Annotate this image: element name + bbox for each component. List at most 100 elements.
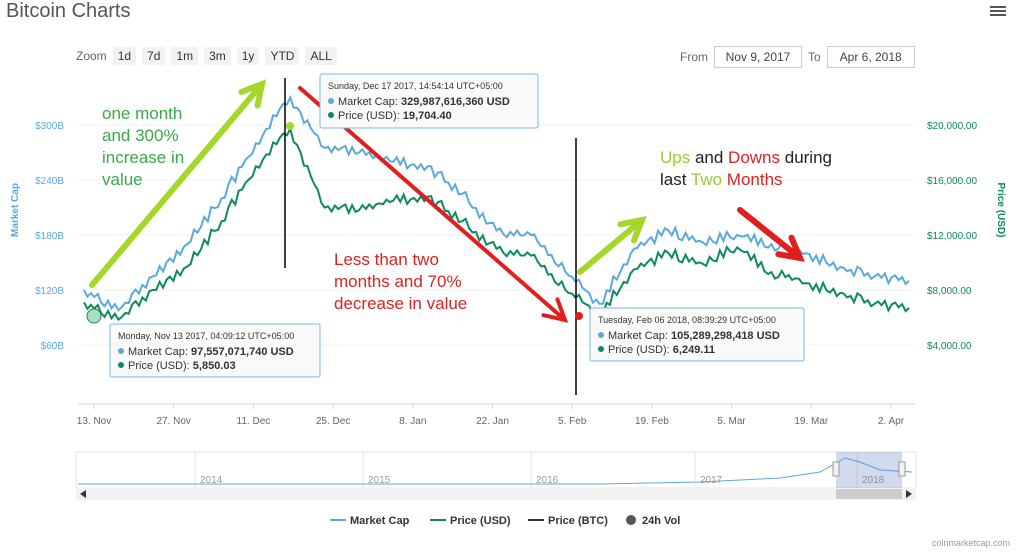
- annotation-increase-text: and 300%: [102, 126, 179, 145]
- zoom-1d-button[interactable]: 1d: [112, 47, 137, 65]
- legend-label: Price (USD): [450, 515, 511, 527]
- annotation-increase-text: one month: [102, 104, 182, 123]
- scroll-right-icon[interactable]: [906, 490, 912, 498]
- ups-arrow-head: [617, 215, 647, 244]
- navigator-year-label: 2015: [368, 475, 391, 486]
- tooltip-price: Price (USD): 6,249.11: [608, 344, 715, 356]
- y-right-tick-label: $16,000.00: [927, 176, 977, 187]
- from-date-input[interactable]: [714, 46, 802, 68]
- market-cap-dot: [598, 332, 604, 338]
- annotation-increase-text: increase in: [102, 148, 184, 167]
- zoom-ytd-button[interactable]: YTD: [265, 47, 300, 65]
- hover-point: [286, 122, 294, 130]
- annotation-two-months-text-part: Months: [722, 170, 782, 189]
- navigator-scrollbar-thumb[interactable]: [836, 489, 902, 499]
- legend-label: Market Cap: [350, 515, 410, 527]
- legend-item[interactable]: Market Cap: [330, 515, 410, 527]
- annotation-two-months-text-part: last: [660, 170, 691, 189]
- hamburger-menu-icon[interactable]: [990, 4, 1006, 18]
- tooltip-date: Monday, Nov 13 2017, 04:09:12 UTC+05:00: [118, 331, 294, 341]
- x-tick-label: 11. Dec: [237, 416, 271, 427]
- to-label: To: [808, 50, 821, 64]
- x-tick-label: 25. Dec: [316, 416, 350, 427]
- tooltip-price: Price (USD): 5,850.03: [128, 360, 236, 372]
- zoom-label: Zoom: [76, 49, 107, 63]
- hover-point: [86, 308, 102, 324]
- tooltip-mcap-value: 329,987,616,360 USD: [401, 96, 510, 108]
- from-label: From: [680, 50, 708, 64]
- ups-arrow: [577, 217, 645, 275]
- tooltip-mcap-value: 105,289,298,418 USD: [671, 330, 780, 342]
- navigator-year-label: 2017: [700, 475, 723, 486]
- navigator-scrollbar[interactable]: [76, 488, 916, 500]
- scroll-left-icon[interactable]: [80, 490, 86, 498]
- tooltip-price-value: 5,850.03: [193, 360, 236, 372]
- navigator-right-handle[interactable]: [898, 461, 906, 477]
- legend-swatch: [626, 515, 636, 525]
- y-left-tick-label: $180B: [35, 231, 64, 242]
- tooltip-mcap-value: 97,557,071,740 USD: [191, 346, 294, 358]
- price-dot: [598, 346, 604, 352]
- y-right-tick-label: $20,000.00: [927, 121, 977, 132]
- x-tick-label: 13. Nov: [77, 416, 111, 427]
- navigator-left-handle[interactable]: [832, 461, 840, 477]
- zoom-bar: Zoom 1d 7d 1m 3m 1y YTD ALL: [76, 47, 337, 65]
- x-tick-label: 8. Jan: [399, 416, 426, 427]
- annotation-ups-downs-text-part: Ups: [660, 148, 690, 167]
- market-cap-dot: [118, 348, 124, 354]
- legend-item[interactable]: Price (USD): [430, 515, 511, 527]
- tooltip-mcap: Market Cap: 105,289,298,418 USD: [608, 330, 780, 342]
- legend-item[interactable]: 24h Vol: [626, 515, 680, 527]
- x-tick-label: 19. Mar: [794, 416, 829, 427]
- x-tick-label: 22. Jan: [476, 416, 509, 427]
- downs-arrow-head: [775, 234, 805, 262]
- x-tick-label: 27. Nov: [156, 416, 190, 427]
- y-right-tick-label: $4,000.00: [927, 341, 972, 352]
- x-tick-label: 2. Apr: [878, 416, 905, 427]
- tooltip-price-value: 19,704.40: [403, 110, 452, 122]
- tooltip-mcap: Market Cap: 329,987,616,360 USD: [338, 96, 510, 108]
- to-date-input[interactable]: [826, 46, 915, 68]
- y-left-tick-label: $240B: [35, 176, 64, 187]
- y-right-tick-label: $8,000.00: [927, 286, 972, 297]
- tooltip-box: [589, 307, 805, 362]
- x-tick-label: 19. Feb: [635, 416, 669, 427]
- price-usd-line: [83, 126, 910, 322]
- navigator-line: [78, 457, 913, 485]
- annotation-ups-downs-text-part: and: [690, 148, 728, 167]
- zoom-1m-button[interactable]: 1m: [171, 47, 199, 65]
- tooltip-mcap: Market Cap: 97,557,071,740 USD: [128, 346, 294, 358]
- market-cap-line: [83, 94, 910, 312]
- page-title: Bitcoin Charts: [6, 0, 131, 22]
- y-right-axis-title: Price (USD): [995, 182, 1006, 237]
- navigator-year-label: 2016: [536, 475, 559, 486]
- x-tick-label: 5. Mar: [717, 416, 746, 427]
- tooltip-price: Price (USD): 19,704.40: [338, 110, 452, 122]
- zoom-1y-button[interactable]: 1y: [236, 47, 260, 65]
- increase-arrow: [89, 81, 265, 288]
- price-dot: [118, 362, 124, 368]
- tooltip: Sunday, Dec 17 2017, 14:54:14 UTC+05:00 M…: [319, 73, 539, 129]
- annotation-ups-downs-text-part: Downs: [728, 148, 780, 167]
- zoom-7d-button[interactable]: 7d: [142, 47, 166, 65]
- navigator-window[interactable]: [836, 452, 902, 488]
- y-left-tick-label: $60B: [41, 341, 65, 352]
- tooltip: Tuesday, Feb 06 2018, 08:39:29 UTC+05:00…: [589, 307, 805, 362]
- zoom-3m-button[interactable]: 3m: [204, 47, 231, 65]
- tooltip-price-value: 6,249.11: [673, 344, 715, 356]
- tooltip-box: [319, 73, 539, 129]
- hover-point: [575, 312, 583, 320]
- annotation-increase-text: value: [102, 170, 143, 189]
- market-cap-dot: [328, 98, 334, 104]
- navigator-frame: [75, 451, 917, 489]
- zoom-all-button[interactable]: ALL: [305, 47, 337, 65]
- annotation-two-months-text: last Two Months: [660, 170, 783, 189]
- increase-arrow-head: [238, 79, 267, 109]
- tooltip-box: [109, 323, 321, 378]
- tooltip-date: Tuesday, Feb 06 2018, 08:39:29 UTC+05:00: [598, 315, 776, 325]
- y-right-tick-label: $12,000.00: [927, 231, 977, 242]
- annotation-decrease-text: months and 70%: [334, 272, 462, 291]
- legend-item[interactable]: Price (BTC): [528, 515, 608, 527]
- x-tick-label: 5. Feb: [558, 416, 587, 427]
